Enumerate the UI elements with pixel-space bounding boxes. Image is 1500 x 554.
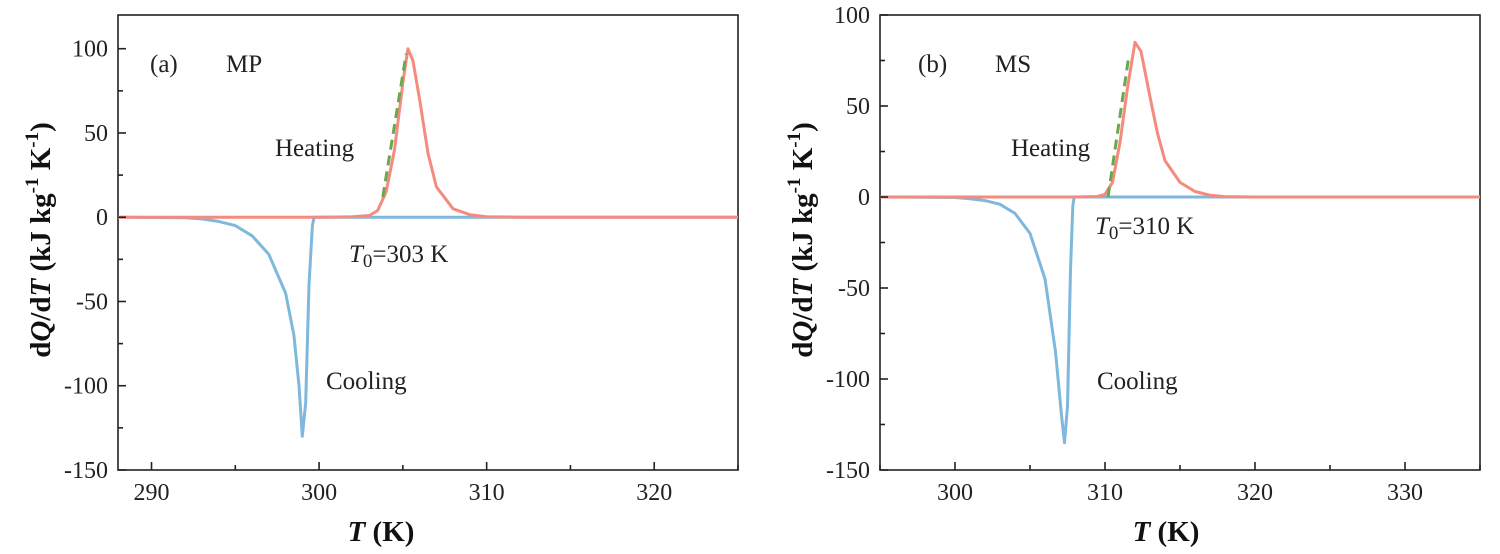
panel-a-x-tick-label: 310 xyxy=(469,480,505,506)
panel-b-x-tick-label: 310 xyxy=(1087,480,1123,506)
panel-b-sample: MS xyxy=(995,51,1031,78)
panel-a-y-tick-label: -50 xyxy=(76,289,108,315)
panel-a-ylabel: dQ/dT (kJ kg-1 K-1) xyxy=(22,122,57,358)
panel-b-t0-label: T0=310 K xyxy=(1095,213,1194,244)
panel-b-y-tick-label: 100 xyxy=(834,3,870,29)
panel-a-heating-curve xyxy=(118,47,738,219)
panel-a-y-tick-label: 0 xyxy=(96,205,108,231)
panel-a-cooling-curve xyxy=(117,215,738,438)
panel-b-plot-frame xyxy=(879,14,1481,471)
panel-a-x-tick-label: 290 xyxy=(134,480,170,506)
panel-a-y-tick-label: -100 xyxy=(64,374,108,400)
panel-a-x-tick-label: 320 xyxy=(636,480,672,506)
panel-a-t0-label: T0=303 K xyxy=(349,241,448,272)
panel-b-y-tick-label: -50 xyxy=(838,276,870,302)
panel-a-sample: MP xyxy=(226,51,262,78)
panel-b: dQ/dT (kJ kg-1 K-1) T (K) (b) MS Heating… xyxy=(784,3,1481,548)
panel-a-cooling-label: Cooling xyxy=(326,368,407,395)
panel-b-y-tick-label: -100 xyxy=(826,367,870,393)
panel-b-heating-label: Heating xyxy=(1011,135,1091,162)
panel-b-y-tick-label: -150 xyxy=(826,458,870,484)
panel-b-cooling-label: Cooling xyxy=(1097,368,1178,395)
panel-b-x-tick-label: 320 xyxy=(1237,480,1273,506)
panel-a-y-tick-label: -150 xyxy=(64,458,108,484)
panel-b-x-tick-label: 300 xyxy=(937,480,973,506)
panel-a-y-tick-label: 100 xyxy=(72,37,108,63)
panel-b-xlabel: T (K) xyxy=(1133,516,1200,548)
panel-a-label: (a) xyxy=(150,51,178,78)
panel-a-heating-label: Heating xyxy=(275,135,355,162)
panel-b-y-tick-label: 50 xyxy=(846,94,870,120)
panel-b-cooling-curve xyxy=(879,195,1480,445)
panel-a-y-tick-label: 50 xyxy=(84,121,108,147)
panel-b-fit-line xyxy=(1106,54,1131,198)
panel-b-y-tick-label: 0 xyxy=(858,185,870,211)
panel-a-x-tick-label: 300 xyxy=(301,480,337,506)
panel-a-fit-line xyxy=(381,53,408,198)
panel-a: dQ/dT (kJ kg-1 K-1) T (K) (a) MP Heating… xyxy=(22,14,739,548)
panel-b-ylabel: dQ/dT (kJ kg-1 K-1) xyxy=(784,122,819,358)
panel-b-label: (b) xyxy=(918,51,947,78)
panel-b-heating-curve xyxy=(880,40,1480,199)
panel-a-plot-frame xyxy=(117,14,739,471)
panel-b-x-tick-label: 330 xyxy=(1387,480,1423,506)
panel-a-xlabel: T (K) xyxy=(348,516,415,548)
